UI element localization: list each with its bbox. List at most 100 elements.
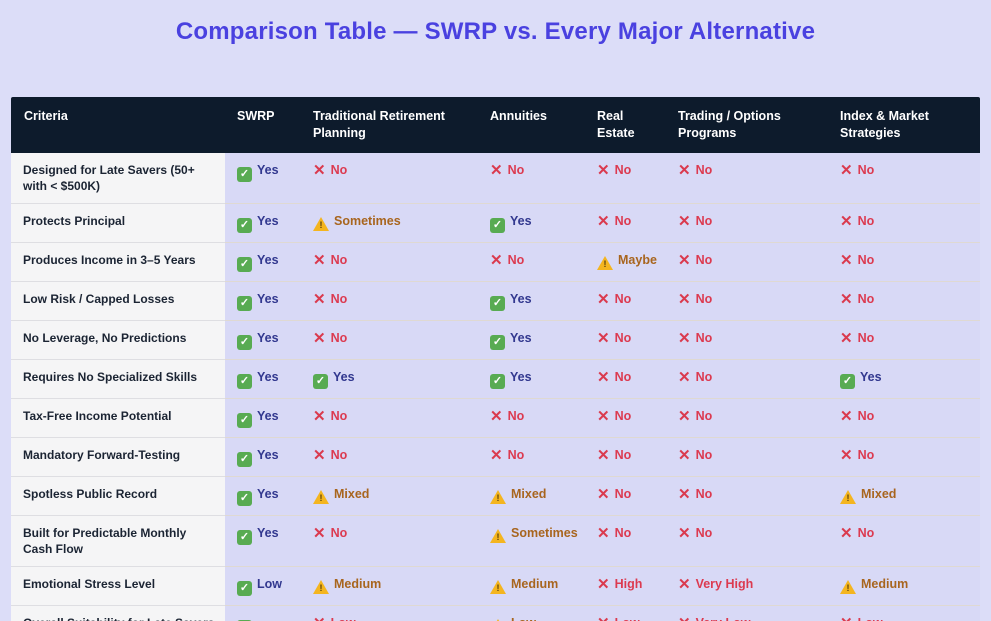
table-row: Emotional Stress Level ✓ Low! Medium! Medium… [11, 566, 980, 606]
check-icon: ✓ [237, 218, 252, 233]
value-label: Yes [510, 292, 532, 306]
value-label: No [695, 253, 713, 267]
cross-icon: ✕ [678, 213, 691, 230]
value-label: Yes [257, 370, 279, 384]
cross-icon: ✕ [597, 213, 610, 230]
cross-icon: ✕ [597, 615, 610, 621]
check-icon: ✓ [237, 257, 252, 272]
value-cell: ✓ Yes [478, 281, 585, 321]
value-label: No [695, 331, 713, 345]
criteria-cell: Spotless Public Record [11, 476, 225, 516]
value-label: No [614, 331, 632, 345]
warning-icon: ! [490, 619, 506, 621]
value-cell: ✕ No [585, 203, 666, 243]
table-header: Criteria SWRP Traditional Retirement Plann… [11, 97, 980, 153]
value-label: No [695, 409, 713, 423]
warning-exclamation: ! [846, 493, 850, 503]
cross-icon: ✕ [678, 576, 691, 593]
value-label: No [507, 163, 525, 177]
cross-icon: ✕ [313, 252, 326, 269]
criteria-cell: Overall Suitability for Late Savers [11, 605, 225, 621]
value-cell: ✕ No [301, 437, 478, 477]
cross-icon: ✕ [678, 162, 691, 179]
criteria-cell: Low Risk / Capped Losses [11, 281, 225, 321]
value-cell: ! Mixed [828, 476, 980, 516]
value-cell: ✓Highest [225, 605, 301, 621]
value-label: Yes [257, 292, 279, 306]
warning-icon: ! [840, 580, 856, 594]
check-icon: ✓ [237, 530, 252, 545]
value-cell: ✕ No [301, 153, 478, 204]
cross-icon: ✕ [597, 447, 610, 464]
value-cell: ✕ No [666, 320, 828, 360]
value-cell: ✕ No [478, 153, 585, 204]
value-label: Medium [334, 577, 382, 591]
warning-icon: ! [313, 580, 329, 594]
value-cell: ! Sometimes [478, 515, 585, 567]
value-cell: ✕ No [828, 203, 980, 243]
table-row: Spotless Public Record ✓ Yes! Mixed! Mixed ✕ N… [11, 476, 980, 516]
check-icon: ✓ [237, 335, 252, 350]
cross-icon: ✕ [840, 291, 853, 308]
value-cell: ✕ No [301, 242, 478, 282]
cross-icon: ✕ [840, 408, 853, 425]
value-cell: ✕ No [666, 153, 828, 204]
cross-icon: ✕ [678, 252, 691, 269]
check-icon: ✓ [237, 167, 252, 182]
value-label: Low [257, 577, 282, 591]
header-cell-criteria: Criteria [11, 97, 225, 153]
value-label: No [330, 448, 348, 462]
value-cell: ✕ No [828, 320, 980, 360]
warning-icon: ! [490, 490, 506, 504]
cross-icon: ✕ [313, 162, 326, 179]
check-icon: ✓ [237, 413, 252, 428]
table-row: Built for Predictable Monthly Cash Flow ✓… [11, 515, 980, 567]
check-icon: ✓ [840, 374, 855, 389]
criteria-cell: Requires No Specialized Skills [11, 359, 225, 399]
check-icon: ✓ [237, 581, 252, 596]
value-label: Yes [257, 409, 279, 423]
value-cell: ✕ No [828, 437, 980, 477]
value-label: Low [331, 616, 356, 621]
value-cell: ✓ Yes [225, 153, 301, 204]
cross-icon: ✕ [840, 447, 853, 464]
criteria-cell: No Leverage, No Predictions [11, 320, 225, 360]
value-cell: ✓ Yes [225, 359, 301, 399]
value-cell: ✓ Yes [225, 203, 301, 243]
value-cell: ! Medium [478, 566, 585, 606]
value-cell: ✓ Low [225, 566, 301, 606]
value-cell: ✕ No [585, 281, 666, 321]
value-label: Very High [695, 577, 754, 591]
value-label: Mixed [334, 487, 370, 501]
value-label: Low [615, 616, 640, 621]
table-row: Mandatory Forward-Testing ✓ Yes ✕ No ✕ No ✕ No ✕ N… [11, 437, 980, 477]
table-row: Low Risk / Capped Losses ✓ Yes ✕ No ✓ Yes ✕ No ✕ N… [11, 281, 980, 321]
value-cell: ✓ Yes [225, 476, 301, 516]
value-cell: ✓ Yes [225, 398, 301, 438]
value-label: Yes [257, 487, 279, 501]
cross-icon: ✕ [597, 576, 610, 593]
value-cell: ✕ No [478, 242, 585, 282]
header-cell-annuities: Annuities [478, 97, 585, 153]
warning-icon: ! [840, 490, 856, 504]
table-row: Designed for Late Savers (50+ with < $50… [11, 153, 980, 204]
warning-icon: ! [597, 256, 613, 270]
cross-icon: ✕ [840, 252, 853, 269]
value-label: No [614, 448, 632, 462]
value-label: Mixed [861, 487, 897, 501]
value-cell: ✕ No [666, 281, 828, 321]
value-cell: ✕ No [585, 515, 666, 567]
value-label: No [857, 214, 875, 228]
cross-icon: ✕ [678, 615, 691, 621]
value-label: No [507, 253, 525, 267]
value-cell: ✕ No [666, 437, 828, 477]
warning-exclamation: ! [319, 220, 323, 230]
cross-icon: ✕ [678, 486, 691, 503]
value-cell: ✕ No [585, 476, 666, 516]
cross-icon: ✕ [840, 330, 853, 347]
value-cell: ✓ Yes [301, 359, 478, 399]
value-cell: ! Sometimes [301, 203, 478, 243]
value-label: No [695, 370, 713, 384]
check-icon: ✓ [313, 374, 328, 389]
